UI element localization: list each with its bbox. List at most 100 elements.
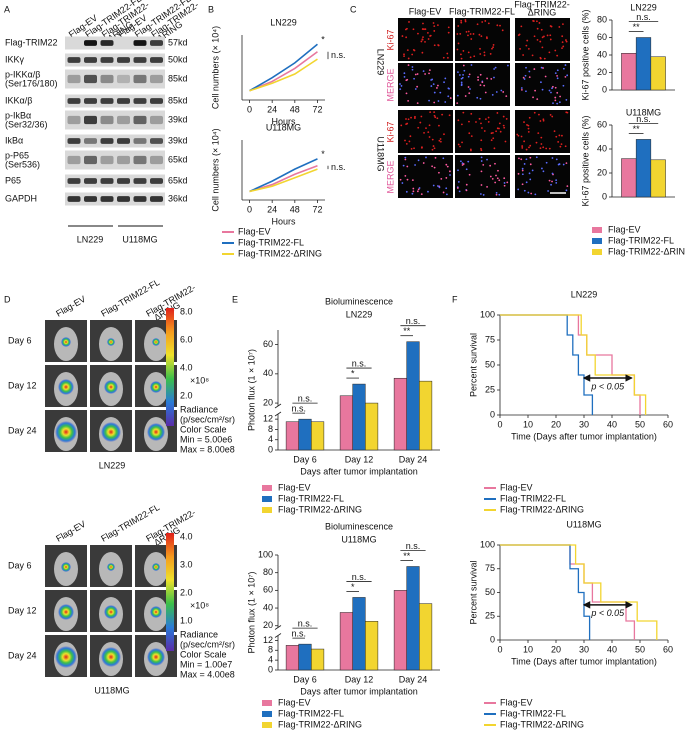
legend-label: Flag-EV — [278, 697, 311, 707]
nucleus — [403, 72, 406, 75]
annotation: p < 0.05 — [590, 608, 625, 618]
nucleus — [422, 36, 424, 39]
annotation: n.s. — [291, 629, 306, 639]
nucleus — [433, 25, 436, 28]
nucleus — [447, 31, 450, 34]
line — [249, 58, 318, 92]
cell-line-label: U118MG — [94, 685, 129, 695]
x-tick-label: 40 — [607, 419, 617, 429]
legend-swatch — [262, 485, 272, 491]
chart-title: LN229 — [571, 289, 598, 299]
nucleus — [462, 111, 465, 114]
nucleus — [438, 124, 440, 127]
nucleus — [436, 87, 438, 89]
nucleus — [503, 184, 506, 187]
nucleus — [494, 181, 497, 184]
nucleus — [409, 135, 412, 138]
annotation: n.s. — [636, 12, 651, 22]
size-label: 36kd — [168, 193, 188, 203]
y-tick-label: 75 — [485, 334, 495, 344]
nucleus — [473, 55, 476, 58]
nucleus — [565, 189, 568, 192]
blot-strip — [65, 110, 165, 130]
nucleus — [460, 19, 463, 22]
nucleus — [468, 132, 471, 135]
nucleus — [543, 35, 545, 38]
y-tick-label: 40 — [263, 602, 273, 612]
nucleus — [414, 88, 417, 90]
y-tick-label: 0 — [490, 409, 495, 419]
x-axis-label: Days after tumor implantation — [300, 686, 418, 696]
legend-swatch — [262, 711, 272, 717]
nucleus — [459, 160, 462, 163]
nucleus — [528, 76, 531, 79]
nucleus — [424, 40, 426, 43]
nucleus — [399, 88, 402, 91]
survival-curve — [500, 314, 647, 415]
chart-title: Bioluminescence — [325, 521, 393, 531]
legend-swatch — [262, 700, 272, 706]
nucleus — [502, 91, 505, 93]
unit: Radiance — [180, 629, 218, 639]
x-tick-label: 72 — [312, 204, 322, 214]
micrograph — [515, 110, 570, 153]
nucleus — [433, 111, 436, 114]
nucleus — [427, 190, 429, 193]
nucleus — [556, 77, 559, 80]
blot-band — [117, 155, 130, 165]
nucleus — [436, 117, 439, 120]
nucleus — [403, 76, 406, 78]
nucleus — [551, 172, 554, 175]
nucleus — [404, 158, 407, 161]
nucleus — [542, 119, 545, 122]
nucleus — [487, 121, 490, 123]
nucleus — [490, 139, 493, 142]
nucleus — [538, 22, 541, 24]
annotation: ** — [403, 326, 411, 336]
line — [249, 51, 318, 92]
nucleus — [562, 84, 565, 87]
nucleus — [496, 177, 499, 180]
blot-band — [100, 196, 114, 202]
bar — [339, 612, 353, 671]
nucleus — [559, 95, 562, 98]
nucleus — [502, 124, 505, 127]
nucleus — [529, 163, 532, 166]
blot-strip — [65, 174, 165, 188]
chart: 0 20 40 60 U118MG Ki-67 positive cells (%) **n… — [580, 107, 685, 256]
nucleus — [442, 157, 445, 160]
column-label: ΔRING — [528, 7, 557, 17]
nucleus — [499, 130, 502, 133]
nucleus — [417, 188, 420, 191]
nucleus — [436, 185, 439, 187]
nucleus — [553, 130, 556, 133]
nucleus — [448, 114, 451, 117]
nucleus — [431, 165, 434, 168]
x-tick-label: 0 — [497, 419, 502, 429]
nucleus — [414, 115, 416, 118]
blot-band — [100, 98, 114, 104]
nucleus — [556, 102, 559, 105]
survival-curve — [500, 544, 636, 640]
size-label: 85kd — [168, 73, 188, 83]
nucleus — [407, 57, 410, 60]
annotation: * — [351, 368, 355, 378]
nucleus — [404, 156, 407, 159]
chart: 0 25 50 75 100 0 10 20 30 40 50 60 U118MG Percent sur… — [468, 519, 673, 729]
nucleus — [525, 148, 528, 151]
y-axis-label: Percent survival — [468, 560, 478, 624]
nucleus — [541, 167, 543, 170]
nucleus — [545, 147, 548, 150]
nucleus — [424, 28, 427, 31]
axis-break — [274, 411, 282, 417]
nucleus — [492, 44, 495, 46]
chart: 0 20 40 60 80 LN229 Ki-67 positive cells (%) **… — [580, 2, 675, 101]
blot-band — [150, 98, 163, 104]
nucleus — [399, 83, 401, 85]
nucleus — [462, 73, 464, 76]
nucleus — [422, 162, 425, 164]
blot-band — [84, 178, 97, 184]
nucleus — [428, 99, 430, 102]
chart-title: U118MG — [266, 122, 301, 132]
nucleus — [541, 36, 544, 39]
